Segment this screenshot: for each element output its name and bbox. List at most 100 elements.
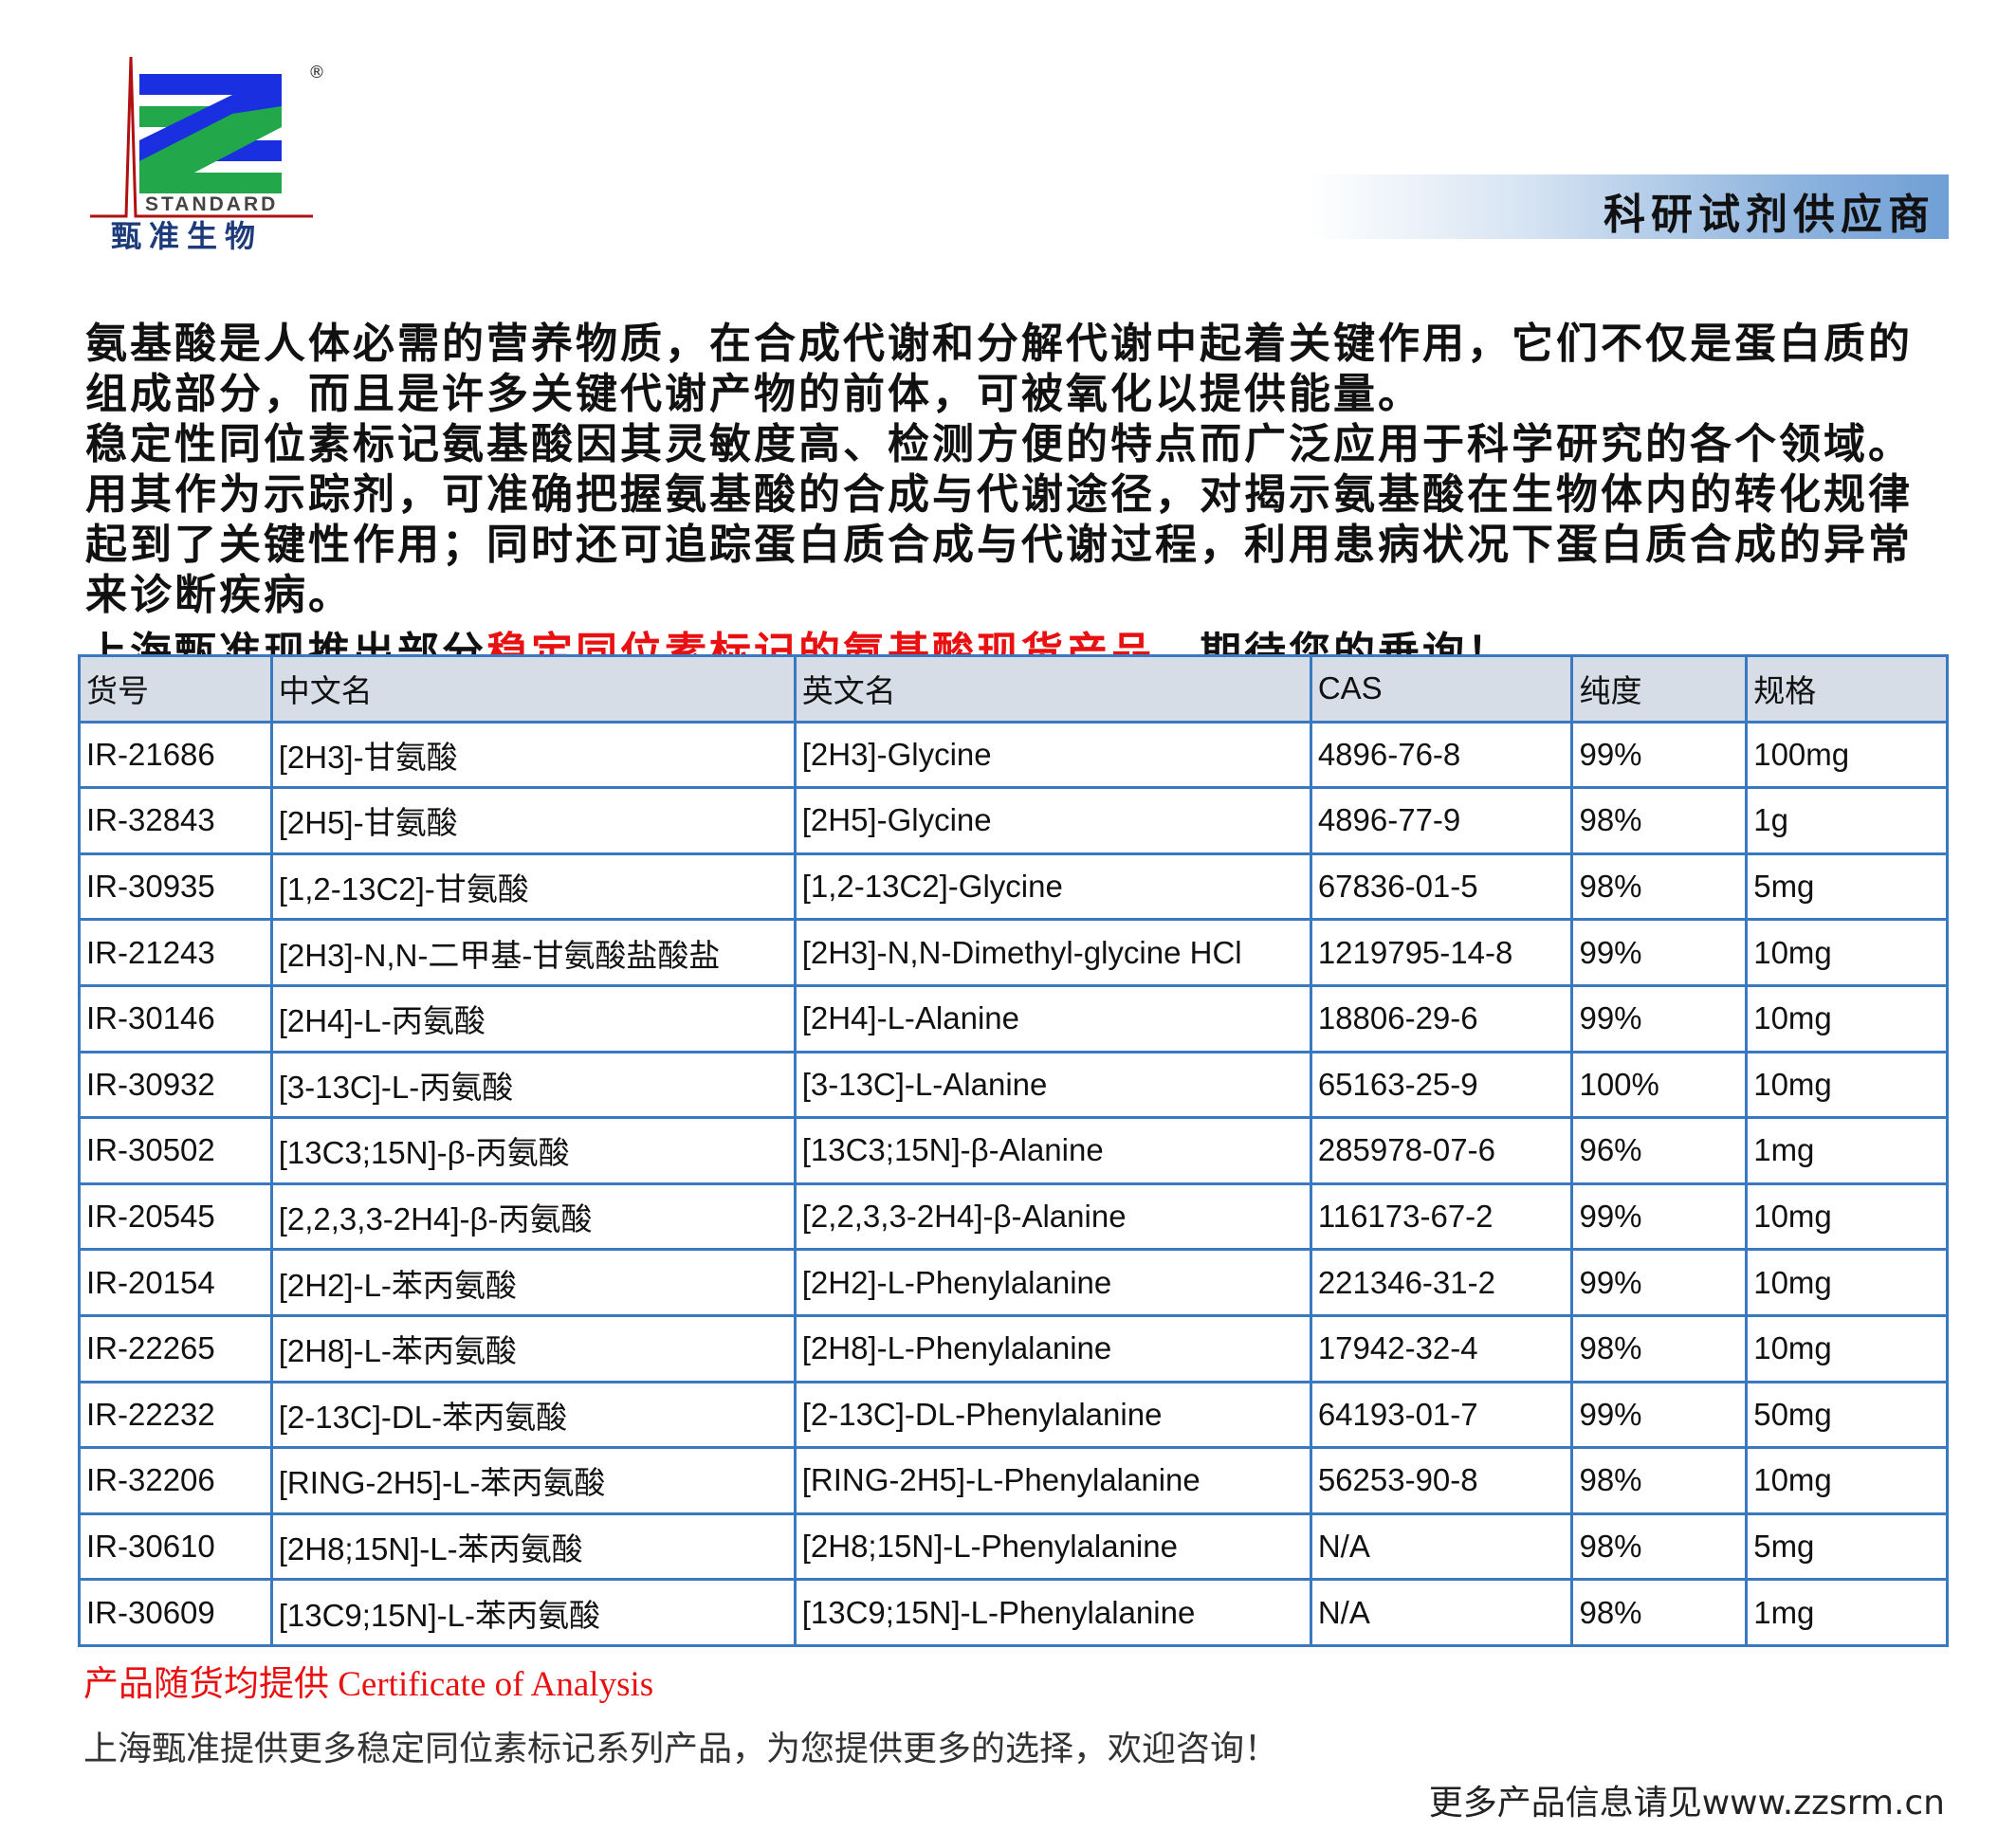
cell-chinese-name: [13C3;15N]-β-丙氨酸 [269,1116,797,1185]
cell-purity: 96% [1570,1116,1749,1185]
table-row: IR-30932 [3-13C]-L-丙氨酸 [3-13C]-L-Alanine 65… [78,1050,1949,1120]
company-logo: ® STANDARD 甄准生物 [90,57,325,254]
cell-chinese-name: [2H4]-L-丙氨酸 [269,983,797,1053]
cell-purity: 99% [1570,1380,1749,1450]
table-row: IR-21686 [2H3]-甘氨酸 [2H3]-Glycine 4896-76-8 9… [78,720,1949,790]
cell-catalog-no: IR-20545 [78,1182,273,1252]
cell-english-name: [2,2,3,3-2H4]-β-Alanine [793,1182,1312,1252]
table-row: IR-32206 [RING-2H5]-L-苯丙氨酸 [RING-2H5]-L-Ph… [78,1446,1949,1515]
table-row: IR-30935 [1,2-13C2]-甘氨酸 [1,2-13C2]-Glycine… [78,852,1949,922]
cell-english-name: [RING-2H5]-L-Phenylalanine [793,1446,1312,1515]
cell-catalog-no: IR-30932 [78,1050,273,1120]
cell-purity: 98% [1570,786,1749,855]
header-banner: 科研试剂供应商 [1309,174,1949,239]
table-row: IR-30502 [13C3;15N]-β-丙氨酸 [13C3;15N]-β-Ala… [78,1116,1949,1185]
cell-cas: 285978-07-6 [1309,1116,1574,1185]
cell-english-name: [2H8]-L-Phenylalanine [793,1313,1312,1383]
cell-purity: 98% [1570,1446,1749,1515]
cell-purity: 99% [1570,720,1749,790]
cell-cas: N/A [1309,1511,1574,1582]
table-row: IR-30146 [2H4]-L-丙氨酸 [2H4]-L-Alanine 18806-… [78,983,1949,1053]
cell-english-name: [2H2]-L-Phenylalanine [793,1248,1312,1317]
cell-chinese-name: [2H5]-甘氨酸 [269,786,797,855]
table-row: IR-22265 [2H8]-L-苯丙氨酸 [2H8]-L-Phenylalanin… [78,1313,1949,1383]
cell-english-name: [2H4]-L-Alanine [793,983,1312,1053]
cell-catalog-no: IR-22265 [78,1313,273,1383]
table-row: IR-21243 [2H3]-N,N-二甲基-甘氨酸盐酸盐 [2H3]-N,N-Di… [78,918,1949,987]
cell-purity: 99% [1570,1182,1749,1252]
svg-text:STANDARD: STANDARD [145,193,278,215]
cell-cas: 221346-31-2 [1309,1248,1574,1317]
cell-purity: 98% [1570,1578,1749,1647]
cell-english-name: [2-13C]-DL-Phenylalanine [793,1380,1312,1450]
cell-chinese-name: [2H8]-L-苯丙氨酸 [269,1313,797,1383]
cell-size: 10mg [1745,1182,1949,1252]
cell-cas: 4896-76-8 [1309,720,1574,790]
cell-cas: 65163-25-9 [1309,1050,1574,1120]
cell-chinese-name: [3-13C]-L-丙氨酸 [269,1050,797,1120]
cell-catalog-no: IR-30609 [78,1578,273,1647]
cell-size: 100mg [1745,720,1949,790]
svg-text:®: ® [308,63,325,82]
cell-cas: 17942-32-4 [1309,1313,1574,1383]
cell-catalog-no: IR-32843 [78,786,273,855]
cell-size: 50mg [1745,1380,1949,1450]
cell-english-name: [2H3]-N,N-Dimethyl-glycine HCl [793,918,1312,987]
cell-size: 10mg [1745,1248,1949,1317]
cell-english-name: [2H5]-Glycine [793,786,1312,855]
cell-english-name: [13C3;15N]-β-Alanine [793,1116,1312,1185]
cell-size: 5mg [1745,852,1949,922]
cell-size: 1mg [1745,1578,1949,1647]
table-row: IR-20154 [2H2]-L-苯丙氨酸 [2H2]-L-Phenylalanin… [78,1248,1949,1317]
cell-catalog-no: IR-30610 [78,1511,273,1582]
table-row: IR-32843 [2H5]-甘氨酸 [2H5]-Glycine 4896-77-9 9… [78,786,1949,855]
cell-cas: 64193-01-7 [1309,1380,1574,1450]
header-purity: 纯度 [1570,654,1749,724]
cell-cas: 18806-29-6 [1309,983,1574,1053]
cell-size: 10mg [1745,1313,1949,1383]
more-products-note: 上海甄准提供更多稳定同位素标记系列产品，为您提供更多的选择，欢迎咨询！ [83,1730,1279,1768]
cell-size: 1g [1745,786,1949,855]
cell-english-name: [3-13C]-L-Alanine [793,1050,1312,1120]
cell-english-name: [13C9;15N]-L-Phenylalanine [793,1578,1312,1647]
table-row: IR-20545 [2,2,3,3-2H4]-β-丙氨酸 [2,2,3,3-2H4]… [78,1182,1949,1252]
cell-catalog-no: IR-32206 [78,1446,273,1515]
cell-cas: 116173-67-2 [1309,1182,1574,1252]
banner-text: 科研试剂供应商 [1604,191,1935,239]
cell-chinese-name: [13C9;15N]-L-苯丙氨酸 [269,1578,797,1647]
intro-paragraph-2: 稳定性同位素标记氨基酸因其灵敏度高、检测方便的特点而广泛应用于科学研究的各个领域… [85,420,1913,619]
table-row: IR-30609 [13C9;15N]-L-苯丙氨酸 [13C9;15N]-L-Ph… [78,1578,1949,1647]
cell-chinese-name: [RING-2H5]-L-苯丙氨酸 [269,1446,797,1515]
cell-size: 10mg [1745,1050,1949,1120]
cell-catalog-no: IR-20154 [78,1248,273,1317]
svg-text:甄准生物: 甄准生物 [111,218,263,254]
table-header-row: 货号 中文名 英文名 CAS 纯度 规格 [78,654,1949,724]
cell-catalog-no: IR-21243 [78,918,273,987]
cell-cas: 56253-90-8 [1309,1446,1574,1515]
cell-purity: 98% [1570,1511,1749,1582]
cell-size: 10mg [1745,983,1949,1053]
cell-chinese-name: [2-13C]-DL-苯丙氨酸 [269,1380,797,1450]
website-link[interactable]: 更多产品信息请见www.zzsrm.cn [1428,1784,1945,1823]
cell-chinese-name: [2,2,3,3-2H4]-β-丙氨酸 [269,1182,797,1252]
cell-size: 10mg [1745,918,1949,987]
header-english-name: 英文名 [793,654,1312,724]
cell-purity: 100% [1570,1050,1749,1120]
cell-chinese-name: [2H2]-L-苯丙氨酸 [269,1248,797,1317]
header-cas: CAS [1309,654,1574,724]
cell-purity: 98% [1570,1313,1749,1383]
cell-catalog-no: IR-21686 [78,720,273,790]
cell-cas: N/A [1309,1578,1574,1647]
table-row: IR-22232 [2-13C]-DL-苯丙氨酸 [2-13C]-DL-Phenyl… [78,1380,1949,1450]
cell-catalog-no: IR-30502 [78,1116,273,1185]
intro-paragraph-1: 氨基酸是人体必需的营养物质，在合成代谢和分解代谢中起着关键作用，它们不仅是蛋白质… [85,320,1913,418]
cell-cas: 1219795-14-8 [1309,918,1574,987]
cell-chinese-name: [2H3]-甘氨酸 [269,720,797,790]
cell-cas: 67836-01-5 [1309,852,1574,922]
cell-purity: 99% [1570,983,1749,1053]
cell-catalog-no: IR-30935 [78,852,273,922]
cell-english-name: [2H3]-Glycine [793,720,1312,790]
table-row: IR-30610 [2H8;15N]-L-苯丙氨酸 [2H8;15N]-L-Phen… [78,1511,1949,1582]
cell-catalog-no: IR-30146 [78,983,273,1053]
cell-purity: 98% [1570,852,1749,922]
